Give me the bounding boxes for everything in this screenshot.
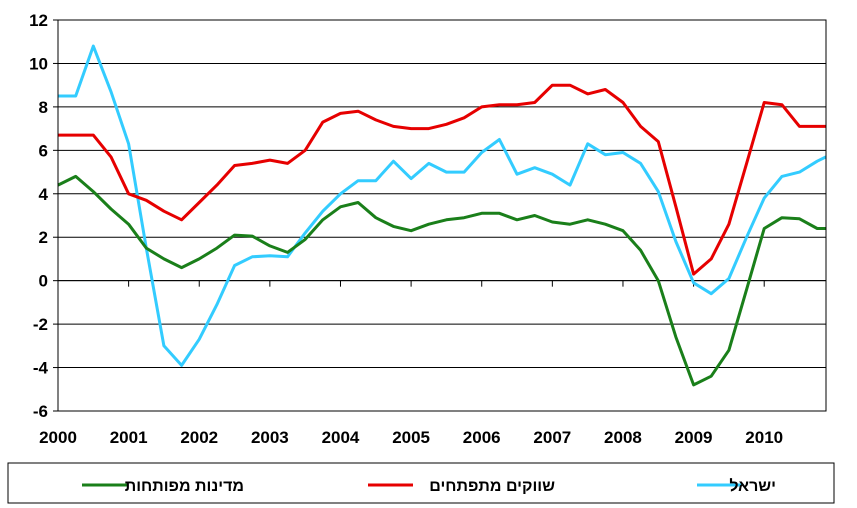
y-tick-label: 0 (39, 272, 48, 291)
x-tick-label: 2008 (604, 428, 642, 447)
legend-label-1: שווקים מתפתחים (429, 478, 555, 495)
y-tick-label: 4 (39, 185, 49, 204)
legend-label-2: מדינות מפותחות (125, 478, 244, 495)
x-tick-label: 2006 (463, 428, 501, 447)
x-tick-label: 2003 (251, 428, 289, 447)
series-line-1 (58, 83, 826, 276)
y-tick-label: 8 (39, 98, 48, 117)
legend: ישראל שווקים מתפתחים מדינות מפותחות (7, 462, 835, 504)
x-tick-label: 2002 (180, 428, 218, 447)
x-axis: 2000 2001 2002 2003 2004 2005 2006 2007 2008 2009… (39, 280, 826, 447)
x-tick-label: 2009 (675, 428, 713, 447)
plot-frame (57, 19, 827, 412)
x-tick-label: 2010 (745, 428, 783, 447)
y-tick-label: 10 (29, 54, 48, 73)
y-tick-label: 6 (39, 141, 48, 160)
x-tick-label: 2004 (322, 428, 360, 447)
x-tick-label: 2000 (39, 428, 77, 447)
y-tick-label: -4 (33, 359, 49, 378)
legend-box (7, 462, 835, 504)
x-tick-label: 2007 (533, 428, 571, 447)
y-tick-label: -2 (33, 315, 48, 334)
y-axis: -6 -4 -2 0 2 4 6 8 10 12 (29, 11, 58, 421)
x-tick-label: 2001 (110, 428, 148, 447)
y-tick-label: 12 (29, 11, 48, 30)
y-tick-label: 2 (39, 228, 48, 247)
series-lines (57, 44, 827, 387)
series-line-2 (57, 174, 826, 387)
legend-label-0: ישראל (729, 477, 776, 495)
series-line-0 (58, 44, 827, 367)
x-tick-label: 2005 (392, 428, 430, 447)
y-tick-label: -6 (33, 402, 48, 421)
